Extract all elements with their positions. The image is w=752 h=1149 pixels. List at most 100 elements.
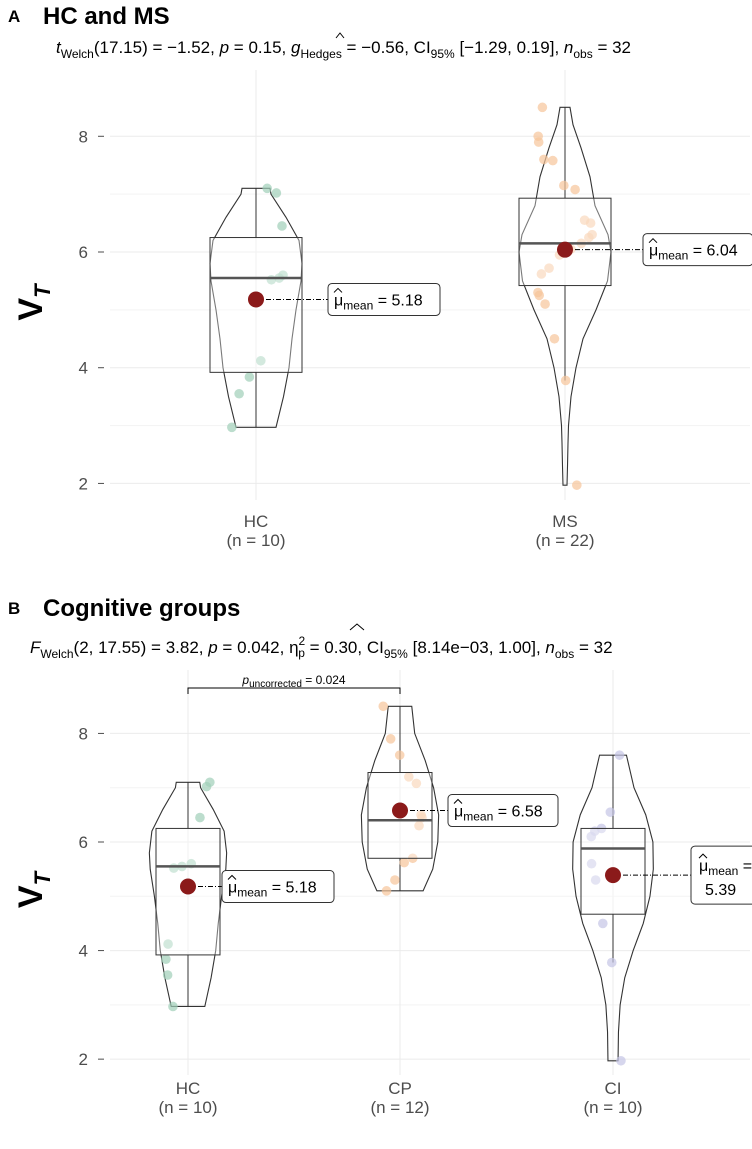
data-point xyxy=(163,939,173,949)
data-point xyxy=(256,355,266,366)
stat-eta: 0.30 xyxy=(324,638,357,657)
stats-subtitle: tWelch(17.15) = −1.52, p = 0.15, gHedges… xyxy=(56,38,631,61)
data-point xyxy=(586,831,597,842)
data-point xyxy=(277,221,287,231)
hat-mark xyxy=(453,798,463,804)
mean-label-box xyxy=(642,233,752,267)
mean-label-value: 5.18 xyxy=(391,292,422,309)
data-point xyxy=(570,184,580,195)
panel-title: HC and MS xyxy=(43,3,170,30)
violin-outline xyxy=(360,705,440,892)
x-tick-n: (n = 10) xyxy=(583,1098,642,1117)
mean-label: μmean = 6.04 xyxy=(649,243,738,263)
stat-n: 32 xyxy=(594,638,613,657)
significance-label: puncorrected = 0.024 xyxy=(241,673,346,690)
violin-outline xyxy=(572,754,654,1062)
data-point xyxy=(161,954,171,965)
y-axis-label-sub: T xyxy=(30,870,55,885)
data-point xyxy=(414,820,424,831)
data-point xyxy=(544,263,554,274)
y-axis-label-main: V xyxy=(12,298,50,321)
data-point xyxy=(549,333,560,344)
mean-point xyxy=(180,878,196,895)
data-point xyxy=(227,422,237,433)
hat-mark xyxy=(349,623,365,631)
mean-label-box xyxy=(690,845,752,905)
panel-title: Cognitive groups xyxy=(43,595,240,622)
data-point xyxy=(381,886,392,896)
x-tick-n: (n = 10) xyxy=(226,531,285,550)
hat-mark xyxy=(335,32,345,39)
data-point xyxy=(390,875,400,885)
mean-label: μmean = 5.18 xyxy=(228,880,317,900)
mean-point xyxy=(392,802,408,819)
y-tick-label: 6 xyxy=(79,833,88,852)
hat-mark xyxy=(333,287,343,293)
data-point xyxy=(262,183,272,194)
stat-ci: [−1.29, 0.19] xyxy=(459,38,554,57)
data-point xyxy=(586,858,597,869)
x-tick-label: CI xyxy=(605,1079,622,1098)
mean-label-box xyxy=(221,870,335,904)
mean-point xyxy=(605,867,621,884)
data-point xyxy=(584,232,594,243)
data-point xyxy=(195,812,205,823)
data-point xyxy=(605,807,616,817)
data-point xyxy=(585,218,596,228)
mean-point xyxy=(248,291,264,308)
data-point xyxy=(539,154,549,165)
y-tick-label: 6 xyxy=(79,243,88,262)
violin-outline xyxy=(518,106,612,486)
stat-p: 0.042 xyxy=(237,638,280,657)
data-point xyxy=(560,375,571,386)
mean-label-value: 5.18 xyxy=(285,880,316,897)
data-point xyxy=(547,155,558,166)
hat-mark xyxy=(648,237,658,244)
violin-outline xyxy=(209,187,303,428)
x-tick-label: HC xyxy=(176,1079,201,1098)
stat-t: −1.52 xyxy=(167,38,210,57)
data-point xyxy=(411,778,422,789)
data-point xyxy=(271,188,282,198)
x-tick-n: (n = 10) xyxy=(158,1098,217,1117)
y-tick-label: 2 xyxy=(79,474,88,493)
data-point xyxy=(168,1001,178,1012)
y-tick-label: 2 xyxy=(79,1050,88,1069)
data-point xyxy=(399,857,409,868)
mean-label-box xyxy=(327,282,441,316)
stat-df: 17.15 xyxy=(100,38,143,57)
panel-a: A HC and MS tWelch(17.15) = −1.52, p = 0.1… xyxy=(8,3,752,550)
data-point xyxy=(598,918,608,929)
y-axis-label-main: V xyxy=(12,885,50,908)
mean-label-box xyxy=(447,794,559,828)
data-point xyxy=(616,1055,626,1066)
data-point xyxy=(559,180,569,191)
group-hc: μmean = 5.18 HC(n = 10) xyxy=(148,777,335,1117)
group-hc: μmean = 5.18 HC(n = 10) xyxy=(209,183,441,550)
mean-label-value: 6.58 xyxy=(511,804,542,821)
stat-df: 2, 17.55 xyxy=(79,638,140,657)
y-tick-label: 4 xyxy=(79,942,88,961)
mean-label-value: 5.39 xyxy=(705,882,736,899)
data-point xyxy=(162,970,173,980)
data-point xyxy=(536,269,547,279)
stat-p: 0.15 xyxy=(248,38,281,57)
mean-label-value: 6.04 xyxy=(706,243,737,260)
hat-mark xyxy=(698,853,708,859)
data-point xyxy=(201,781,212,792)
x-tick-label: HC xyxy=(244,512,269,531)
data-point xyxy=(378,701,389,712)
data-point xyxy=(540,299,550,309)
data-point xyxy=(404,772,414,782)
mean-label: μmean = 6.58 xyxy=(454,804,543,824)
significance-bracket xyxy=(187,687,401,694)
panel-letter: A xyxy=(8,7,20,26)
data-point xyxy=(234,388,244,399)
data-point xyxy=(614,750,625,760)
x-tick-n: (n = 22) xyxy=(535,531,594,550)
x-tick-label: CP xyxy=(388,1079,412,1098)
mean-label: μmean = 5.18 xyxy=(334,292,423,312)
mean-point xyxy=(557,241,573,258)
data-point xyxy=(590,875,601,885)
